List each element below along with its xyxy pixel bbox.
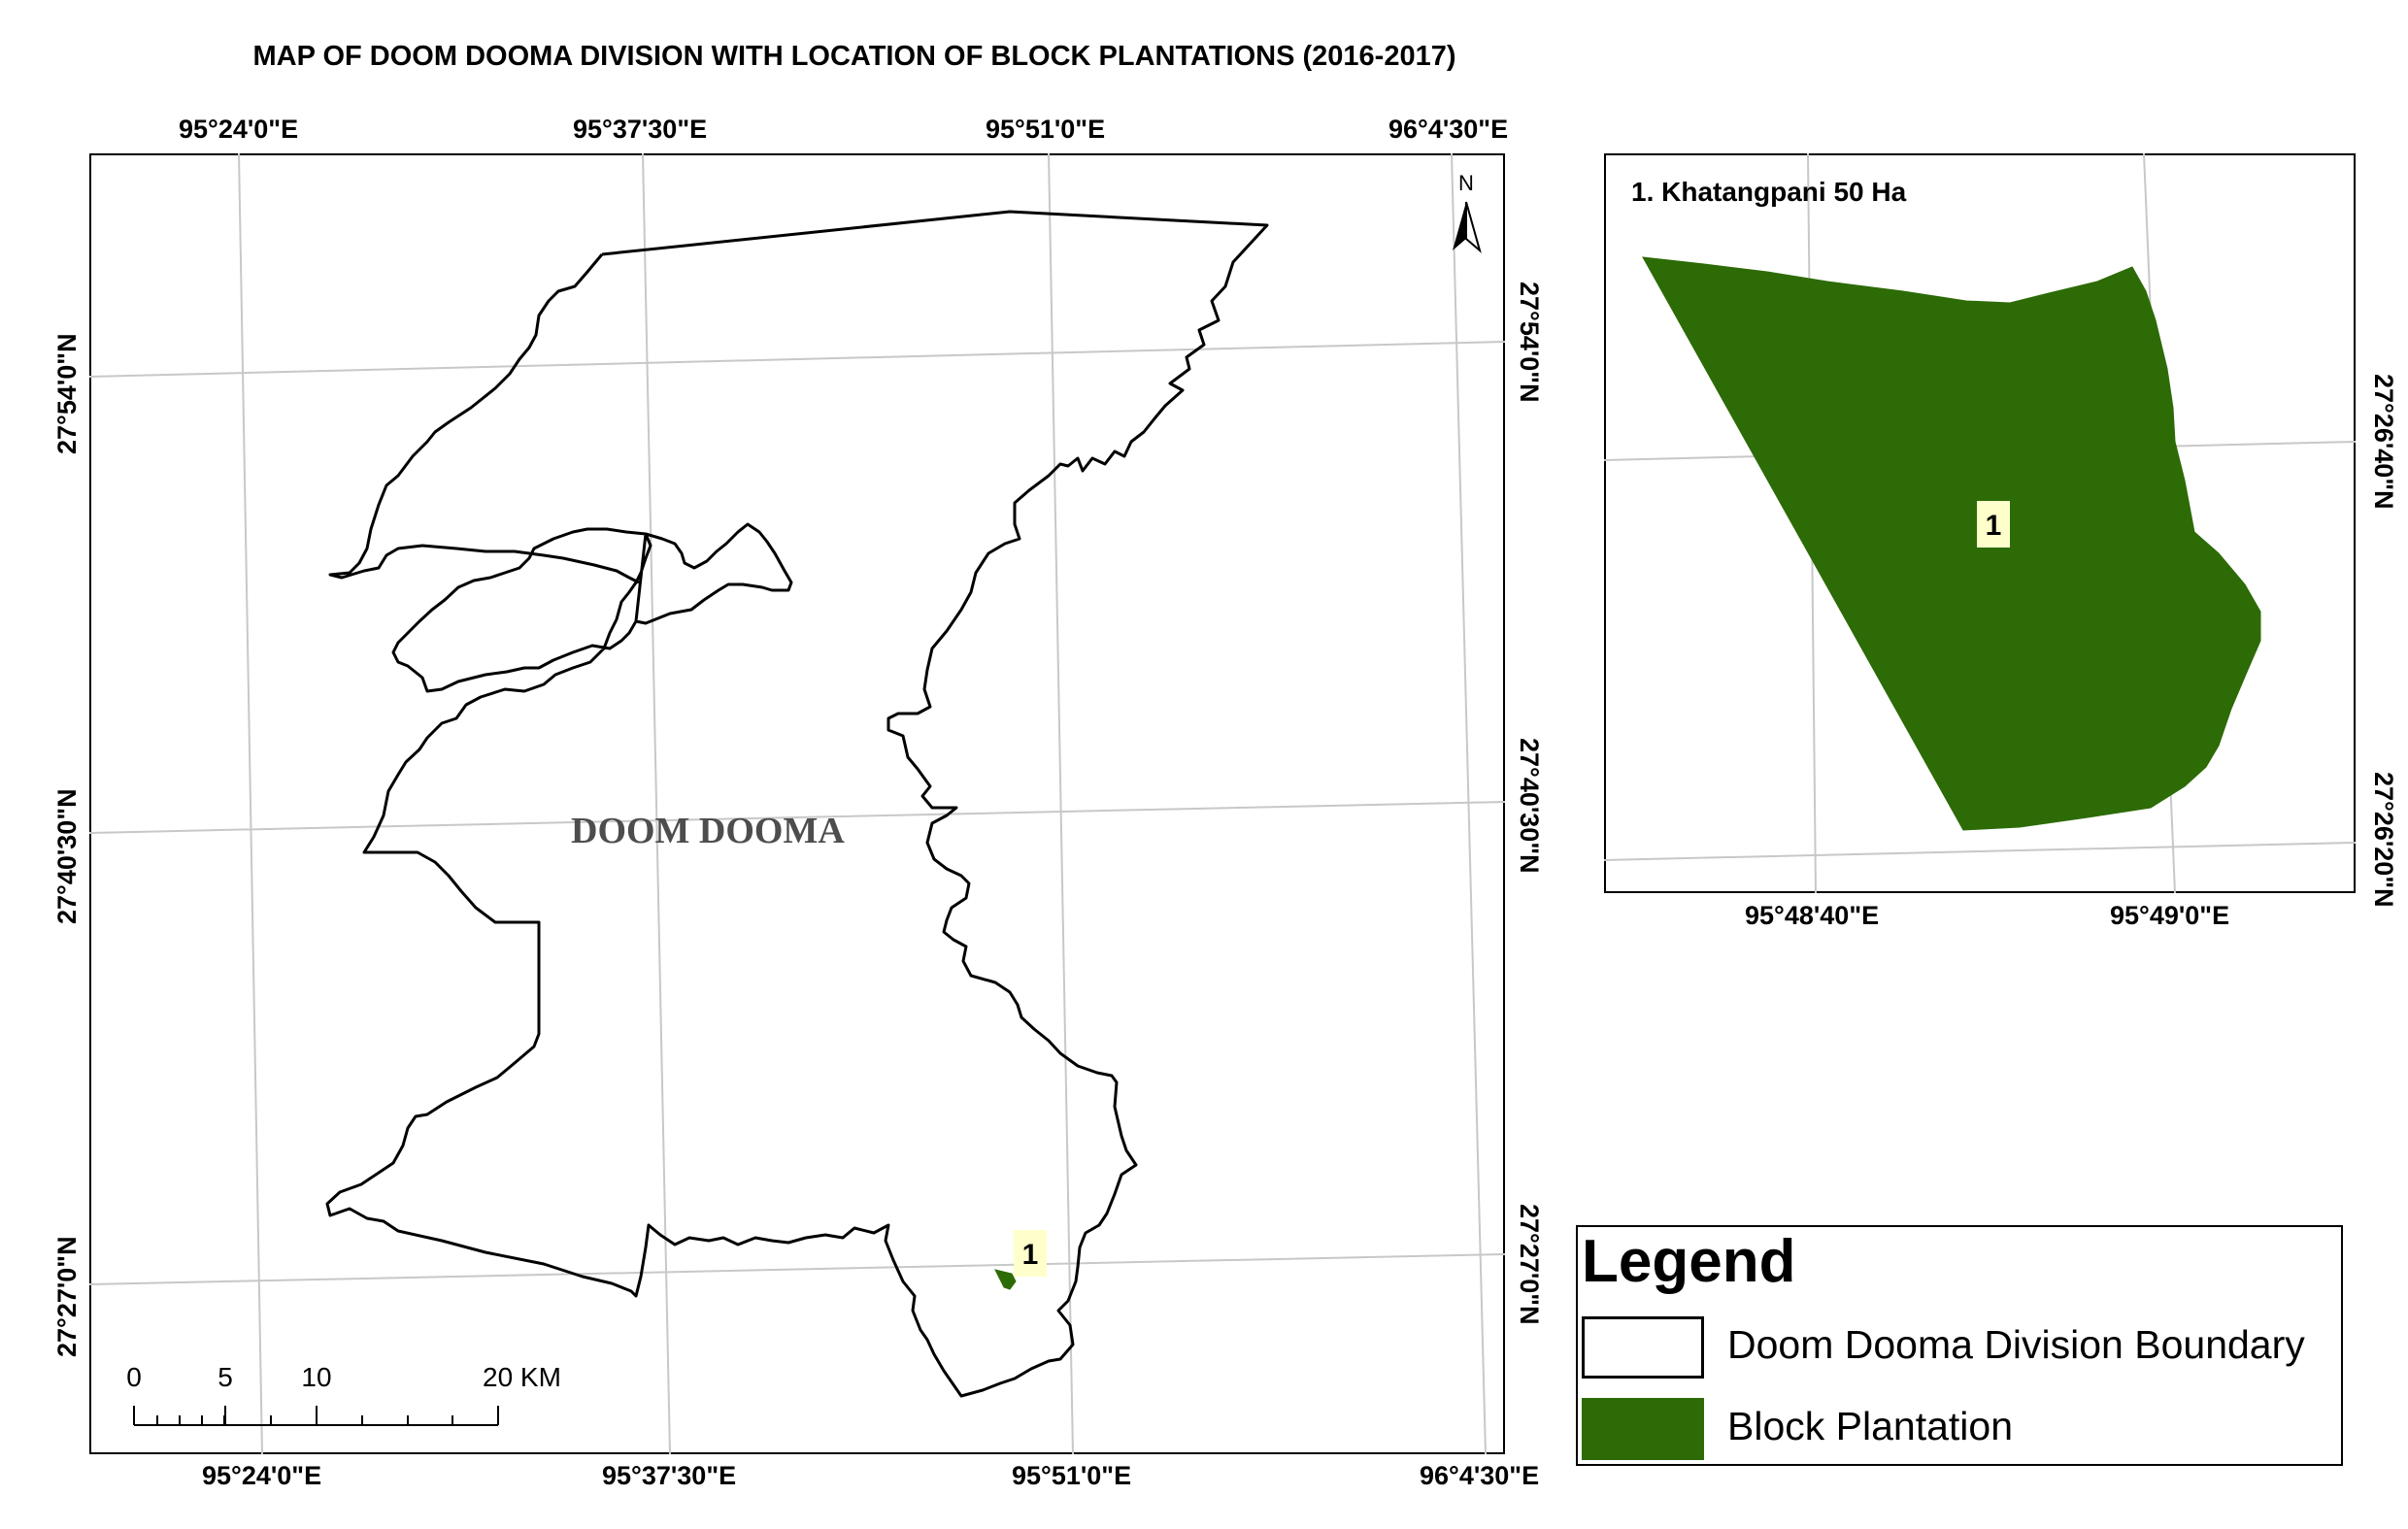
inset-title: 1. Khatangpani 50 Ha xyxy=(1631,177,1907,207)
legend-title: Legend xyxy=(1582,1228,1796,1295)
scale-label-0: 0 xyxy=(126,1362,142,1392)
main-right-tick-1: 27°54'0"N xyxy=(1515,282,1544,403)
main-top-tick-4: 96°4'30"E xyxy=(1388,115,1509,144)
plantation-polygon-inset xyxy=(1642,256,2261,831)
meridian-2 xyxy=(642,153,671,1454)
main-bottom-tick-2: 95°37'30"E xyxy=(602,1461,737,1490)
meridian-1 xyxy=(238,153,263,1454)
main-left-tick-2: 27°40'30"N xyxy=(52,788,82,924)
meridian-4 xyxy=(1451,153,1487,1454)
scale-label-5: 5 xyxy=(217,1362,233,1392)
main-map-frame[interactable] xyxy=(89,153,1505,1454)
legend-swatch-boundary xyxy=(1582,1316,1704,1379)
north-arrow-icon: N xyxy=(1453,171,1482,253)
main-left-tick-1: 27°54'0"N xyxy=(52,333,82,454)
inset-marker-bg xyxy=(1977,501,2010,548)
inset-map-canvas: 1 xyxy=(1604,153,2356,893)
division-boundary-main xyxy=(325,210,1269,1398)
plantation-patch-main xyxy=(994,1269,1017,1290)
main-left-tick-3: 27°27'0"N xyxy=(52,1236,82,1357)
parallel-2 xyxy=(89,801,1505,834)
parallel-1 xyxy=(89,341,1505,378)
main-bottom-tick-4: 96°4'30"E xyxy=(1420,1461,1540,1490)
scale-label-20: 20 KM xyxy=(483,1362,561,1392)
meridian-3 xyxy=(1048,153,1074,1454)
division-boundary-west-lobe xyxy=(328,253,640,584)
region-label: DOOM DOOMA xyxy=(571,811,845,851)
main-top-tick-3: 95°51'0"E xyxy=(986,115,1106,144)
plantation-marker-label: 1 xyxy=(1022,1239,1039,1271)
main-map-canvas: 1 DOOM DOOMA N 0 5 10 20 KM xyxy=(89,153,1505,1454)
main-right-tick-3: 27°27'0"N xyxy=(1515,1204,1544,1325)
main-right-tick-2: 27°40'30"N xyxy=(1515,738,1544,874)
scale-label-10: 10 xyxy=(301,1362,331,1392)
inset-right-tick-2: 27°26'20"N xyxy=(2369,772,2398,908)
scale-bar xyxy=(133,1406,499,1426)
main-bottom-tick-3: 95°51'0"E xyxy=(1012,1461,1132,1490)
legend-swatch-plantation xyxy=(1582,1398,1704,1460)
legend-item-boundary: Doom Dooma Division Boundary xyxy=(1582,1316,2339,1379)
inset-right-tick-1: 27°26'40"N xyxy=(2369,374,2398,510)
inset-bottom-tick-1: 95°48'40"E xyxy=(1745,901,1880,930)
legend-item-plantation: Block Plantation xyxy=(1582,1398,2339,1460)
legend-label-boundary: Doom Dooma Division Boundary xyxy=(1727,1322,2305,1367)
main-top-tick-2: 95°37'30"E xyxy=(573,115,708,144)
main-graticule xyxy=(89,153,1505,1454)
inset-map-frame[interactable] xyxy=(1604,153,2356,893)
legend-box: Legend Doom Dooma Division Boundary Bloc… xyxy=(1576,1225,2343,1466)
legend-label-plantation: Block Plantation xyxy=(1727,1404,2014,1448)
parallel-3 xyxy=(89,1253,1505,1285)
inset-bottom-tick-2: 95°49'0"E xyxy=(2110,901,2230,930)
main-top-tick-1: 95°24'0"E xyxy=(179,115,299,144)
main-bottom-tick-1: 95°24'0"E xyxy=(202,1461,322,1490)
inset-marker-label: 1 xyxy=(1986,510,2002,542)
north-label: N xyxy=(1458,171,1474,195)
plantation-marker-bg xyxy=(1014,1230,1047,1277)
map-title: MAP OF DOOM DOOMA DIVISION WITH LOCATION… xyxy=(252,41,1456,72)
